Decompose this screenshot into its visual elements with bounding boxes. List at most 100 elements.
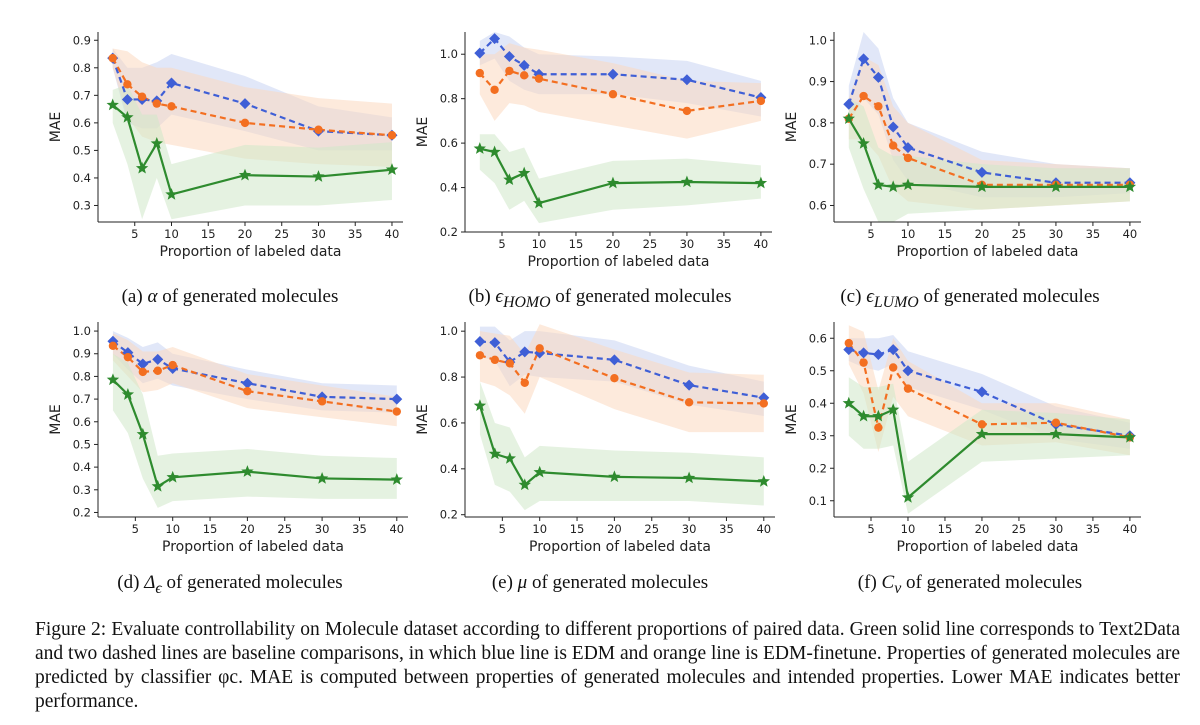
point-text2data [532,196,546,209]
panel-caption-a: (a) α of generated molecules [121,286,339,307]
x-tick-label: 40 [754,237,769,251]
x-tick-label: 30 [682,522,697,536]
x-tick-label: 25 [1012,522,1027,536]
y-tick-label: 0.9 [73,347,91,361]
point-text2data [1123,180,1137,193]
x-tick-label: 35 [348,227,363,241]
y-tick-label: 0.2 [440,225,458,239]
point-edm-finetune [240,118,250,128]
point-edm-finetune [903,384,913,393]
line-edm-finetune [847,342,1131,439]
point-edm-finetune [167,102,176,111]
point-edm [858,347,870,359]
point-text2data [682,471,696,484]
x-tick-label: 15 [938,522,953,536]
y-tick-label: 0.6 [809,198,827,212]
point-edm-finetune [505,66,514,76]
x-axis-label: Proportion of labeled data [528,254,710,270]
figure-caption-label: Figure 2: [35,619,107,640]
point-edm [976,166,988,178]
point-edm-finetune [123,80,132,89]
point-text2data [151,479,164,492]
point-edm-finetune [519,71,529,80]
x-tick-label: 10 [164,227,179,241]
x-tick-label: 5 [499,522,506,536]
y-tick-label: 0.9 [809,75,827,89]
panel-caption-d: (d) Δϵ of generated molecules [117,572,343,597]
line-text2data [112,379,397,489]
panel-caption-b: (b) ϵHOMO of generated molecules [468,286,732,311]
x-tick-label: 15 [570,522,585,536]
figure-caption-text: Evaluate controllability on Molecule dat… [35,619,1181,712]
y-tick-label: 0.6 [73,415,91,429]
chart-panel-3: 5 10 15 20 25 30 35 40 0.6 0.7 0.8 0.9 1.0 Proportion… [784,32,1141,260]
point-edm-finetune [859,358,868,367]
line-text2data [847,118,1130,189]
point-text2data [857,409,870,422]
band-edm-finetune [479,43,761,139]
point-edm [843,98,855,110]
y-tick-label: 1.0 [440,47,458,61]
x-axis-label: Proportion of labeled data [897,244,1079,260]
point-edm [474,47,486,59]
point-edm-finetune [392,407,401,416]
line-edm-finetune [478,69,762,113]
point-edm-finetune [874,423,883,432]
point-text2data [503,452,516,464]
x-tick-label: 25 [643,237,658,251]
x-tick-label: 10 [901,522,916,536]
x-tick-label: 10 [901,227,916,241]
y-tick-label: 0.4 [809,396,827,410]
point-edm-finetune [490,355,500,365]
point-edm [165,77,177,89]
chart-panel-1: 5 10 15 20 25 30 35 40 0.3 0.4 0.5 0.6 0.7 0.8 0.9 Prop… [48,32,403,260]
point-edm-finetune [535,344,544,353]
y-tick-label: 0.5 [809,364,827,378]
panel-caption-f: (f) Cv of generated molecules [857,572,1083,597]
y-tick-label: 0.3 [73,483,91,497]
x-tick-label: 15 [203,522,218,536]
point-text2data [757,474,770,487]
point-edm-finetune [137,92,147,101]
point-text2data [842,112,855,124]
chart-canvas: 5 10 15 20 25 30 35 40 0.3 0.4 0.5 0.6 0.7 0.8 0.9 Prop… [48,32,1141,555]
y-tick-label: 0.6 [440,416,458,430]
x-tick-label: 40 [756,522,771,536]
line-text2data [479,147,761,205]
point-text2data [135,161,149,174]
chart-panel-2: 5 10 15 20 25 30 35 40 0.2 0.4 0.6 0.8 1.0 Proportion… [415,32,772,270]
point-edm-finetune [682,106,692,116]
y-tick-label: 0.4 [73,171,91,185]
point-text2data [533,465,546,478]
point-edm [474,336,486,347]
figure: 5 10 15 20 25 30 35 40 0.3 0.4 0.5 0.6 0.7 0.8 0.9 Prop… [48,32,1141,555]
y-axis-label: MAE [784,404,800,435]
line-edm [479,340,764,399]
point-text2data [121,110,134,123]
y-tick-label: 0.2 [809,461,827,475]
point-text2data [606,176,620,189]
point-text2data [975,427,989,440]
point-text2data [473,142,486,154]
x-tick-label: 40 [385,227,400,241]
point-text2data [857,137,870,149]
point-edm-finetune [888,141,898,150]
point-text2data [1049,427,1063,440]
point-edm [391,393,403,405]
point-text2data [106,373,120,386]
point-text2data [473,399,487,411]
point-edm [887,344,899,356]
x-tick-label: 40 [389,522,404,536]
y-tick-label: 0.7 [73,392,91,406]
y-tick-label: 1.0 [809,33,827,47]
y-tick-label: 0.8 [73,369,91,383]
band-text2data [112,84,392,220]
point-edm-finetune [520,378,529,387]
point-text2data [312,170,325,182]
point-edm [887,121,899,133]
point-text2data [887,180,900,193]
y-axis-label: MAE [784,112,800,143]
x-tick-label: 25 [644,522,659,536]
point-edm-finetune [490,85,499,94]
point-edm-finetune [1051,418,1061,427]
